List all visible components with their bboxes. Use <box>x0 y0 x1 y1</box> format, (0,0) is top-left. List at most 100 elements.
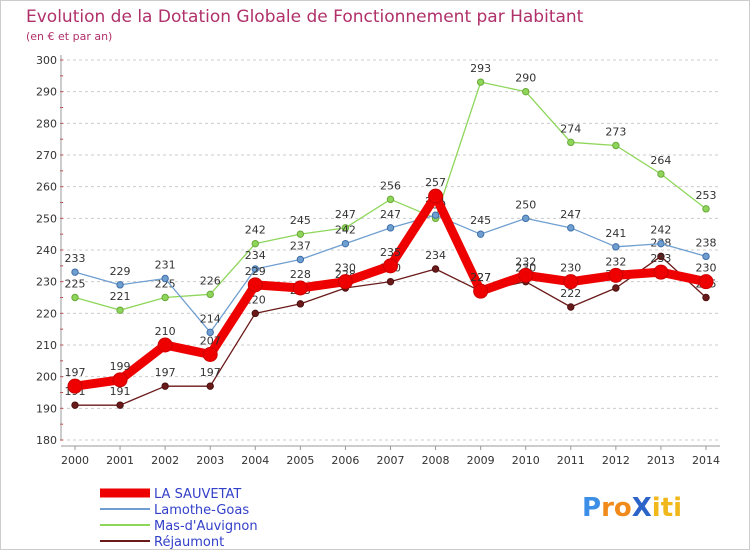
x-tick-label: 2008 <box>422 454 450 467</box>
data-label: 221 <box>110 290 131 303</box>
x-tick-label: 2003 <box>196 454 224 467</box>
data-label: 256 <box>380 179 401 192</box>
series-lamothe-goas: 2332292312142342372422472512452502472412… <box>65 195 717 337</box>
data-point <box>71 401 79 409</box>
data-point <box>296 230 305 238</box>
data-label: 274 <box>560 122 581 135</box>
logo-part: ro <box>601 493 632 523</box>
data-point <box>112 372 128 388</box>
legend-label: Réjaumont <box>154 535 224 550</box>
data-point <box>71 268 79 276</box>
x-tick-label: 2013 <box>647 454 675 467</box>
data-point <box>428 188 444 204</box>
data-label: 234 <box>245 249 266 262</box>
data-label: 241 <box>605 227 626 240</box>
data-point <box>657 252 665 261</box>
data-label: 245 <box>290 214 311 227</box>
data-label: 197 <box>200 366 221 379</box>
series-la-sauvetat: 197 199 210 207 229 228 230 235 257 227 232 230 232 2… <box>65 176 717 394</box>
data-label: 232 <box>515 255 536 268</box>
data-point <box>702 293 710 302</box>
data-label: 222 <box>560 287 581 300</box>
series-layer: 1911911971972202232282302342272302222282… <box>65 62 717 409</box>
y-tick-label: 250 <box>36 212 57 225</box>
x-tick-label: 2011 <box>557 454 585 467</box>
data-label: 235 <box>380 246 401 259</box>
data-label: 225 <box>65 278 86 291</box>
data-point <box>702 252 710 261</box>
data-point <box>386 224 395 232</box>
x-tick-label: 2014 <box>692 454 720 467</box>
data-label: 247 <box>335 208 356 221</box>
data-point <box>608 267 624 283</box>
chart-title: Evolution de la Dotation Globale de Fonc… <box>26 7 584 27</box>
data-point <box>386 277 395 286</box>
data-label: 245 <box>470 214 491 227</box>
data-point <box>161 274 169 283</box>
data-point <box>476 230 485 238</box>
logo-part: P <box>582 493 601 523</box>
y-tick-label: 230 <box>36 276 57 289</box>
y-tick-label: 210 <box>36 339 57 352</box>
data-label: 257 <box>425 176 446 189</box>
x-tick-label: 2004 <box>241 454 269 467</box>
data-label: 233 <box>650 252 671 265</box>
axes: 180 190 200 210 220 230 240 250 260 270 280 290 300 2… <box>36 54 720 467</box>
data-point <box>612 141 620 150</box>
data-label: 197 <box>65 366 86 379</box>
data-point <box>383 258 398 274</box>
data-point <box>476 78 485 86</box>
data-point <box>612 243 620 251</box>
x-tick-label: 2009 <box>467 454 495 467</box>
x-tick-label: 2012 <box>602 454 630 467</box>
data-point <box>567 303 575 311</box>
data-label: 229 <box>245 265 266 278</box>
y-tick-label: 260 <box>36 181 57 194</box>
data-label: 230 <box>560 262 581 275</box>
data-point <box>431 211 440 219</box>
y-tick-label: 220 <box>36 307 57 320</box>
x-tick-label: 2010 <box>512 454 540 467</box>
data-label: 250 <box>515 198 536 211</box>
legend-item: Lamothe-Goas <box>100 503 249 518</box>
data-point <box>206 382 214 390</box>
data-point <box>161 382 169 390</box>
legend: LA SAUVETATLamothe-GoasMas-d'AuvignonRéj… <box>100 487 258 550</box>
data-label: 242 <box>650 224 671 237</box>
data-point <box>157 337 173 353</box>
data-point <box>567 224 575 232</box>
data-label: 247 <box>560 208 581 221</box>
data-point <box>71 293 79 302</box>
data-point <box>657 239 665 248</box>
data-label: 229 <box>110 265 131 278</box>
data-point <box>116 281 124 289</box>
data-point <box>202 347 218 362</box>
data-point <box>522 87 530 96</box>
x-tick-label: 2006 <box>331 454 359 467</box>
data-label: 228 <box>290 268 311 281</box>
data-label: 230 <box>335 262 356 275</box>
data-label: 242 <box>245 224 266 237</box>
data-point <box>292 280 308 296</box>
data-point <box>518 267 534 283</box>
data-point <box>702 205 710 213</box>
legend-label: Lamothe-Goas <box>154 503 249 518</box>
data-label: 191 <box>110 385 131 398</box>
data-point <box>612 284 620 292</box>
proxiti-logo: ProXiti <box>582 493 682 523</box>
data-label: 237 <box>290 240 311 253</box>
data-point <box>67 378 83 394</box>
data-label: 226 <box>200 274 221 287</box>
legend-label: LA SAUVETAT <box>154 487 241 502</box>
data-label: 253 <box>696 189 717 202</box>
data-point <box>431 265 440 273</box>
data-point <box>251 239 259 248</box>
data-label: 231 <box>155 259 176 272</box>
data-label: 232 <box>605 255 626 268</box>
legend-item: Mas-d'Auvignon <box>100 519 258 534</box>
data-label: 242 <box>335 224 356 237</box>
y-tick-label: 200 <box>36 371 57 384</box>
data-point <box>251 309 259 318</box>
data-point <box>341 239 350 248</box>
